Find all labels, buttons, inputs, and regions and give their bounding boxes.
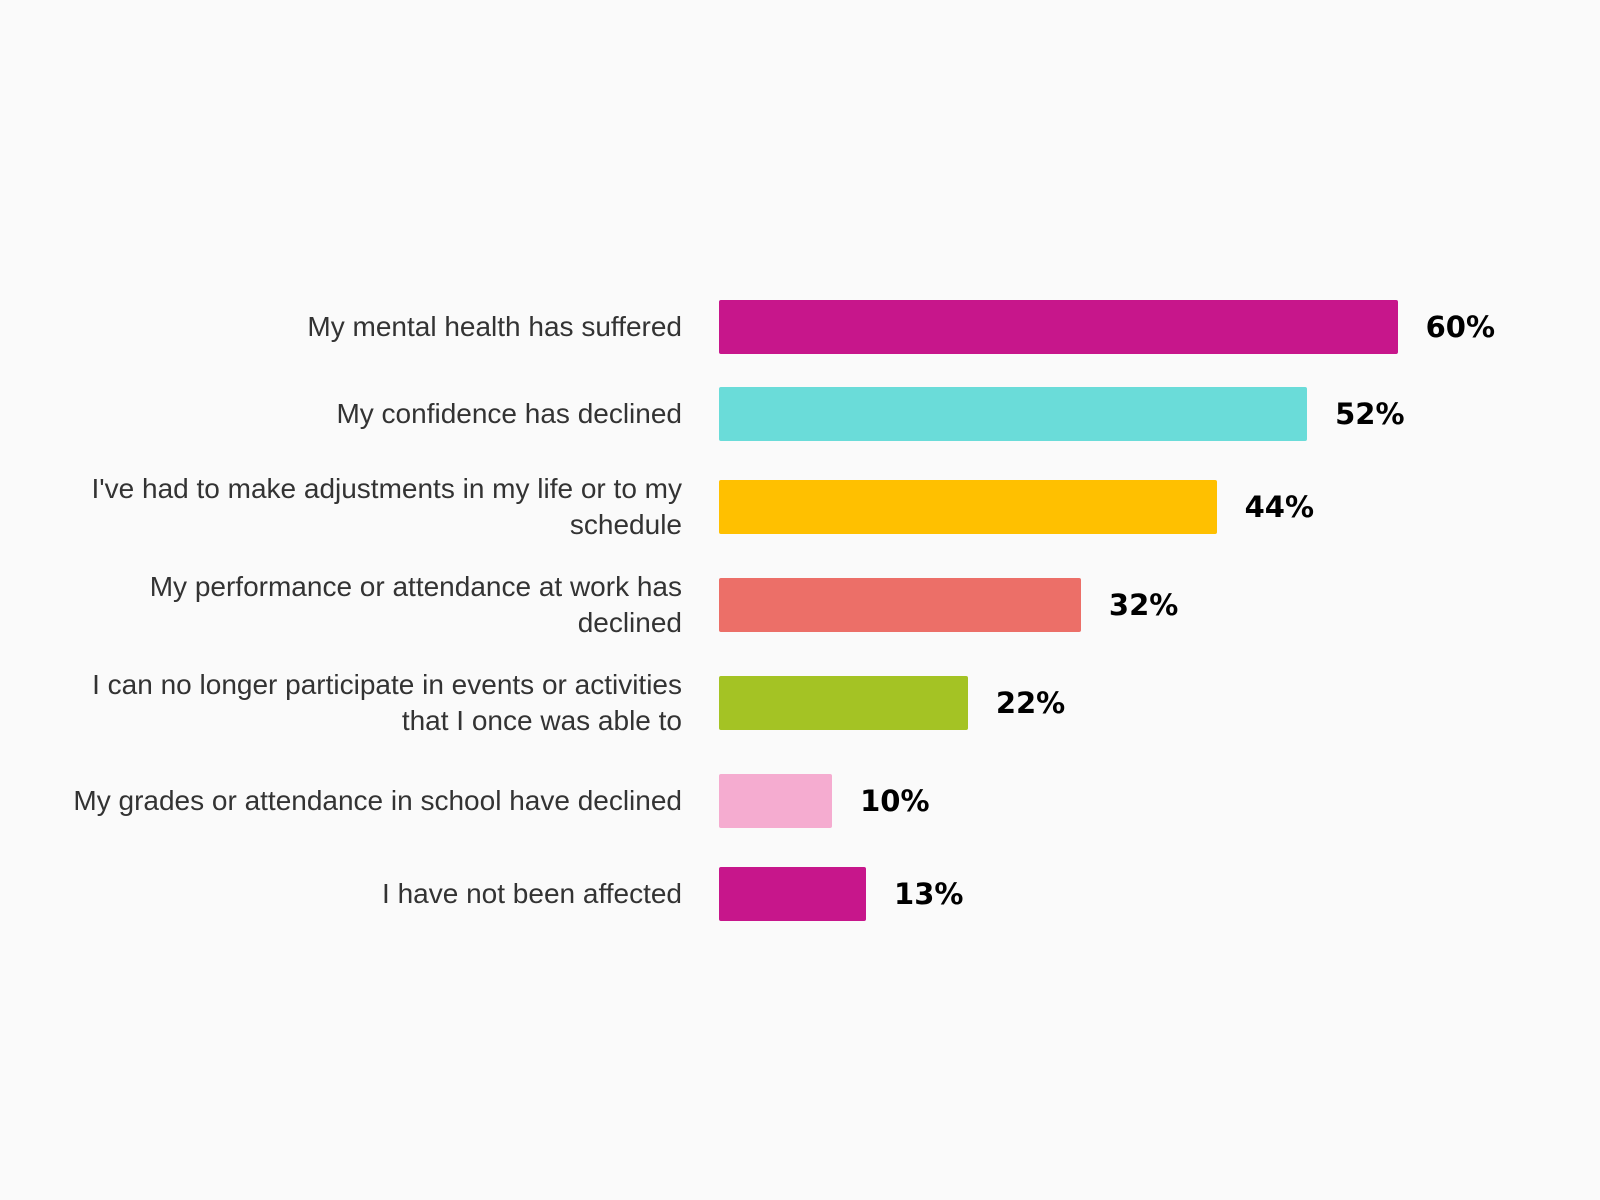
category-label: My mental health has suffered xyxy=(307,311,682,342)
category-label: I've had to make adjustments in my life … xyxy=(91,473,682,540)
bar xyxy=(719,300,1398,354)
bar xyxy=(719,676,968,730)
category-label: My grades or attendance in school have d… xyxy=(73,785,682,816)
bar xyxy=(719,387,1308,441)
value-label: 22% xyxy=(995,686,1066,720)
category-label: I have not been affected xyxy=(382,878,682,909)
value-label: 44% xyxy=(1244,490,1315,524)
value-label: 52% xyxy=(1335,397,1405,431)
category-label: I can no longer participate in events or… xyxy=(92,669,682,736)
bar xyxy=(719,480,1217,534)
value-label: 13% xyxy=(894,877,964,911)
bar xyxy=(719,867,867,921)
category-label: My performance or attendance at work has… xyxy=(149,571,682,638)
value-label: 60% xyxy=(1425,310,1496,344)
bar xyxy=(719,578,1081,632)
category-label: My confidence has declined xyxy=(336,398,682,429)
value-label: 10% xyxy=(860,784,930,818)
value-label: 32% xyxy=(1108,588,1179,622)
bar xyxy=(719,774,833,828)
